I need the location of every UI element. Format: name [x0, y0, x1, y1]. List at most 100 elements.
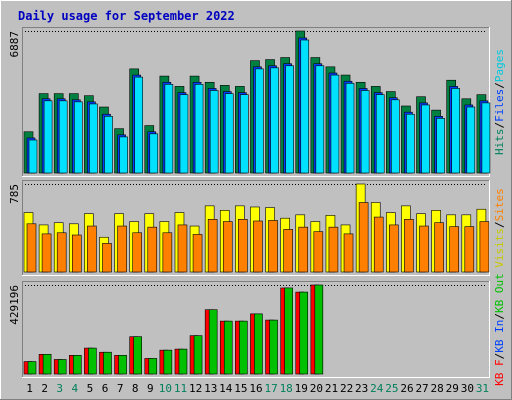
bar-visits-sites: [71, 234, 82, 273]
day-label: 2: [41, 382, 48, 395]
bar-hits-pages: [391, 99, 400, 174]
bar-visits-sites: [328, 226, 339, 273]
day-label: 26: [400, 382, 413, 395]
bar-kbytes-kb-out: [88, 347, 97, 375]
bar-visits-sites: [117, 225, 127, 273]
bar-hits-pages: [164, 84, 174, 174]
legend-separator: /: [493, 82, 506, 89]
panel-hits: 6887 Hits/Files/Pages: [8, 27, 506, 177]
day-label: 17: [264, 382, 277, 395]
bar-visits-sites: [389, 224, 399, 273]
day-label: 3: [56, 382, 63, 395]
legend-separator: /: [493, 122, 506, 129]
bar-visits-sites: [343, 233, 354, 273]
bar-visits-sites: [419, 225, 429, 273]
day-label: 18: [280, 382, 293, 395]
day-label: 5: [87, 382, 94, 395]
bar-kbytes-kb-out: [284, 287, 293, 375]
bar-kbytes-kb-out: [254, 313, 263, 375]
bar-hits-pages: [285, 65, 294, 174]
bar-hits-pages: [134, 76, 143, 174]
panel-max-label: 429196: [8, 285, 21, 325]
bar-hits-pages: [255, 68, 264, 174]
bar-kbytes-kb-out: [42, 354, 52, 375]
day-label: 7: [117, 382, 124, 395]
panel-legend: KB F/KB In/KB Out: [493, 273, 506, 386]
day-label: 16: [249, 382, 262, 395]
bar-visits-sites: [464, 226, 475, 273]
bar-hits-pages: [466, 106, 476, 174]
bar-visits-sites: [102, 243, 112, 273]
bar-visits-sites: [313, 231, 324, 273]
bar-kbytes-kb-out: [299, 291, 309, 375]
chart-title: Daily usage for September 2022: [18, 9, 235, 23]
panel-legend: Visits/Sites: [493, 188, 506, 268]
bar-visits-sites: [222, 221, 233, 273]
bar-visits-sites: [41, 233, 52, 273]
bar-visits-sites: [26, 223, 37, 273]
day-label: 12: [189, 382, 202, 395]
bar-visits-sites: [283, 229, 293, 273]
bar-visits-sites: [404, 219, 414, 273]
day-label: 31: [476, 382, 489, 395]
day-label: 27: [415, 382, 428, 395]
bar-hits-pages: [315, 65, 325, 174]
bar-visits-sites: [162, 232, 173, 273]
bar-hits-pages: [179, 94, 189, 174]
day-label: 19: [295, 382, 308, 395]
bar-visits-sites: [479, 221, 490, 273]
day-label: 6: [102, 382, 109, 395]
bar-hits-pages: [28, 139, 38, 174]
day-label: 10: [159, 382, 172, 395]
legend-item-sites: Sites: [493, 188, 506, 221]
legend-separator: /: [493, 353, 506, 360]
legend-item-kb-out: KB Out: [493, 273, 506, 313]
bar-visits-sites: [298, 226, 309, 273]
legend-item-pages: Pages: [493, 49, 506, 82]
bar-hits-pages: [89, 103, 98, 174]
bar-hits-pages: [436, 118, 445, 174]
day-label: 28: [431, 382, 444, 395]
legend-item-visits: Visits: [493, 228, 506, 268]
day-label: 14: [219, 382, 233, 395]
bar-kbytes-kb-out: [27, 361, 37, 375]
day-labels: 1 2 3 4 5 6 7 8 9 10 11 12 13 14 15 16 17 18 19 20 21 22 23 24 2…: [26, 382, 489, 395]
bar-hits-pages: [345, 83, 355, 174]
bar-hits-pages: [421, 104, 430, 174]
panel-max-label: 6887: [8, 31, 21, 58]
day-label: 8: [132, 382, 139, 395]
bar-kbytes-kb-out: [133, 336, 142, 375]
day-label: 9: [147, 382, 154, 395]
panel-visits: 785 Visits/Sites: [8, 180, 506, 276]
bar-visits-sites: [373, 216, 384, 273]
day-label: 20: [310, 382, 323, 395]
bar-visits-sites: [132, 232, 142, 273]
bar-kbytes-kb-out: [72, 355, 82, 375]
legend-item-hits: Hits: [493, 129, 506, 156]
day-label: 11: [174, 382, 187, 395]
bar-hits-pages: [58, 100, 68, 174]
bar-visits-sites: [238, 219, 248, 273]
bar-visits-sites: [147, 226, 158, 273]
legend-separator: /: [493, 221, 506, 228]
bar-hits-pages: [240, 94, 249, 174]
bar-visits-sites: [192, 234, 203, 273]
day-label: 30: [461, 382, 474, 395]
day-label: 13: [204, 382, 217, 395]
bar-hits-pages: [330, 74, 340, 174]
day-label: 15: [234, 382, 247, 395]
bar-kbytes-kb-out: [118, 355, 127, 375]
bar-hits-pages: [451, 88, 461, 174]
bar-kbytes-kb-out: [57, 359, 67, 375]
day-label: 22: [340, 382, 353, 395]
bar-hits-pages: [481, 102, 491, 174]
bar-hits-pages: [300, 39, 310, 174]
bar-kbytes-kb-out: [178, 348, 188, 375]
bar-hits-pages: [224, 93, 234, 174]
panel-legend: Hits/Files/Pages: [493, 49, 506, 155]
bar-visits-sites: [207, 219, 218, 273]
